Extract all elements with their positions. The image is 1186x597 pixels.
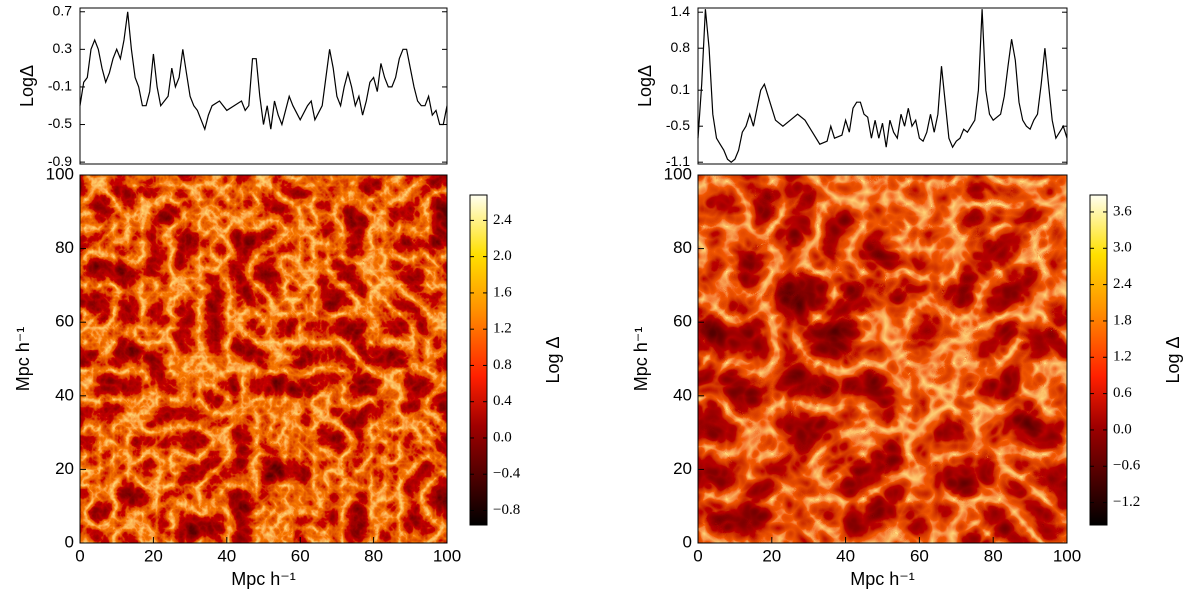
x-tick-label: 100 (433, 546, 461, 565)
x-tick-label: 0 (75, 546, 84, 565)
y-tick-label: 1.4 (671, 3, 691, 19)
y-tick-label: -0.5 (48, 115, 72, 131)
y-axis-label: Mpc h⁻¹ (631, 327, 651, 392)
y-tick-label: 40 (673, 385, 692, 404)
y-tick-label: -0.9 (48, 153, 72, 169)
line (79, 11, 448, 132)
y-tick-label: 40 (55, 385, 74, 404)
density-map (80, 175, 447, 543)
x-tick-label: 40 (836, 546, 855, 565)
x-axis-label: Mpc h⁻¹ (850, 569, 915, 589)
y-tick-label: -1.1 (666, 153, 690, 169)
colorbar-tick-label: 0.0 (1113, 421, 1132, 437)
colorbar-tick-label: 1.6 (493, 284, 512, 300)
y-tick-label: 0 (65, 532, 74, 551)
x-axis-label: Mpc h⁻¹ (231, 569, 296, 589)
colorbar-tick-label: 1.2 (1113, 349, 1132, 365)
colorbar-tick-label: 2.4 (1113, 276, 1132, 292)
y-tick-label: 0.7 (53, 2, 73, 18)
x-tick-label: 60 (910, 546, 929, 565)
colorbar-tick-label: 0.8 (493, 357, 512, 373)
y-tick-label: 20 (673, 459, 692, 478)
y-tick-label: 0.3 (53, 40, 73, 56)
y-tick-label: 0.8 (671, 39, 691, 55)
y-axis-label: LogΔ (635, 65, 655, 107)
y-axis-label: LogΔ (17, 65, 37, 107)
density-map (698, 175, 1067, 543)
colorbar-tick-label: 2.0 (493, 248, 512, 264)
plot-frame (697, 7, 1068, 165)
colorbar-tick-label: 0.6 (1113, 385, 1132, 401)
x-tick-label: 20 (762, 546, 781, 565)
y-tick-label: 100 (664, 164, 692, 183)
colorbar-tick-label: −0.8 (493, 502, 520, 518)
colorbar-tick-label: 1.2 (493, 321, 512, 337)
colorbar-tick-label: 1.8 (1113, 312, 1132, 328)
y-axis-label: Mpc h⁻¹ (13, 327, 33, 392)
line (697, 9, 1068, 163)
x-tick-label: 40 (217, 546, 236, 565)
colorbar-tick-label: 3.0 (1113, 240, 1132, 256)
y-tick-label: 0 (683, 532, 692, 551)
x-tick-label: 0 (693, 546, 702, 565)
colorbar-tick-label: −0.4 (493, 466, 521, 482)
plot-frame (79, 174, 448, 544)
plot-frame (697, 174, 1068, 544)
colorbar-tick-label: 0.4 (493, 393, 512, 409)
colorbar-tick-label: −0.6 (1113, 458, 1141, 474)
x-tick-label: 80 (984, 546, 1003, 565)
x-tick-label: 60 (291, 546, 310, 565)
y-tick-label: 60 (55, 312, 74, 331)
colorbar-tick-label: 2.4 (493, 212, 512, 228)
x-tick-label: 100 (1053, 546, 1081, 565)
y-tick-label: 0.1 (671, 81, 691, 97)
y-tick-label: 60 (673, 312, 692, 331)
y-tick-label: -0.5 (666, 117, 690, 133)
colorbar (469, 194, 488, 526)
colorbar (1089, 194, 1108, 526)
colorbar-tick-label: 3.6 (1113, 203, 1132, 219)
y-tick-label: 20 (55, 459, 74, 478)
y-tick-label: -0.1 (48, 78, 72, 94)
x-tick-label: 80 (364, 546, 383, 565)
y-tick-label: 100 (46, 164, 74, 183)
plot-frame (79, 7, 448, 165)
y-tick-label: 80 (673, 238, 692, 257)
x-tick-label: 20 (144, 546, 163, 565)
y-tick-label: 80 (55, 238, 74, 257)
colorbar-label: Log Δ (1163, 336, 1183, 383)
colorbar-tick-label: −1.2 (1113, 494, 1140, 510)
colorbar-label: Log Δ (543, 336, 563, 383)
colorbar-tick-label: 0.0 (493, 429, 512, 445)
